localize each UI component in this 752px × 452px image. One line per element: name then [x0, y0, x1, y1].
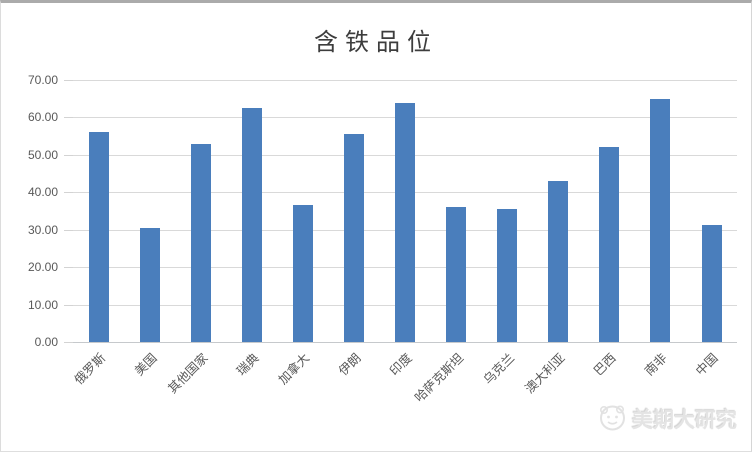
y-tick-mark — [64, 192, 73, 194]
y-tick-mark — [64, 229, 73, 231]
x-category-label: 澳大利亚 — [522, 350, 568, 397]
bar — [599, 146, 620, 342]
bar — [701, 225, 722, 342]
watermark: 美期大研究 — [598, 402, 748, 436]
x-category-label: 加拿大 — [276, 350, 313, 388]
bar — [343, 134, 364, 342]
bar — [241, 108, 262, 342]
y-tick-mark — [64, 154, 73, 156]
x-category-label: 瑞典 — [233, 350, 262, 379]
x-category-label: 其他国家 — [165, 350, 211, 397]
y-tick-mark — [64, 304, 73, 306]
bar — [395, 102, 415, 342]
y-tick-label: 60.00 — [27, 110, 58, 125]
x-category-label: 中国 — [693, 350, 722, 379]
watermark-label: 美期大研究 — [632, 409, 737, 432]
y-tick-mark — [64, 342, 73, 343]
y-tick-label: 30.00 — [27, 222, 58, 237]
y-tick-label: 0.00 — [34, 335, 58, 349]
bar — [650, 99, 671, 342]
y-tick-mark — [64, 267, 73, 269]
x-category-label: 伊朗 — [336, 350, 364, 379]
x-category-label: 印度 — [387, 350, 415, 379]
bar — [292, 205, 313, 342]
bar — [497, 209, 518, 342]
bar — [139, 227, 160, 342]
y-tick-label: 40.00 — [27, 185, 58, 200]
x-category-label: 巴西 — [591, 350, 620, 379]
bar — [190, 144, 211, 342]
x-category-label: 乌克兰 — [480, 350, 517, 388]
bar — [446, 207, 467, 342]
brand-logo-icon — [599, 405, 625, 431]
x-category-label: 哈萨克斯坦 — [411, 350, 466, 405]
y-tick-label: 10.00 — [27, 297, 58, 312]
x-category-label: 美国 — [131, 350, 160, 379]
y-tick-label: 50.00 — [27, 147, 58, 162]
bar — [548, 181, 569, 342]
y-tick-label: 20.00 — [27, 260, 58, 275]
x-category-label: 南非 — [642, 350, 671, 379]
y-tick-label: 70.00 — [27, 73, 58, 87]
y-tick-mark — [64, 80, 73, 81]
y-gridline — [73, 80, 737, 81]
bar — [88, 132, 109, 342]
x-category-label: 俄罗斯 — [71, 350, 109, 388]
chart-title: 含铁品位 — [314, 30, 438, 56]
y-tick-mark — [64, 117, 73, 119]
plot-area — [73, 80, 737, 343]
